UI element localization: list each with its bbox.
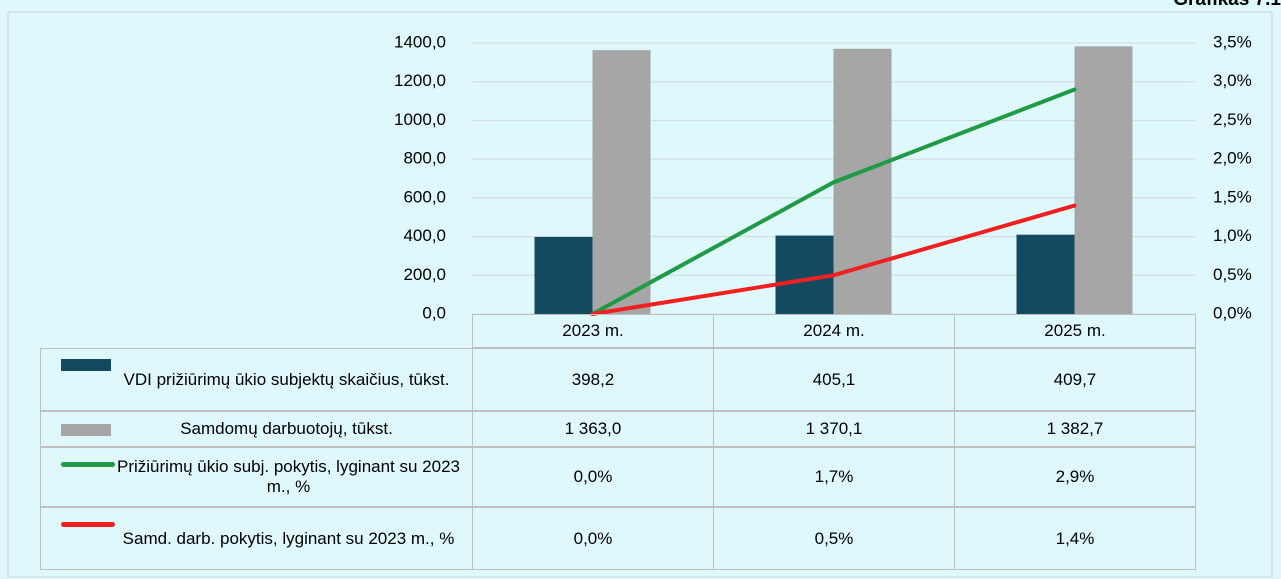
y-tick-label: 200,0 — [403, 265, 446, 284]
y-tick-label: 400,0 — [403, 226, 446, 245]
line — [590, 203, 1077, 316]
line — [590, 87, 1077, 316]
y2-tick-label: 1,0% — [1213, 226, 1252, 245]
legend-key — [61, 522, 115, 527]
table-header-cell: 2023 m. — [472, 314, 714, 348]
y2-tick-label: 0,0% — [1213, 303, 1252, 322]
legend-key — [61, 462, 115, 467]
y2-tick-label: 1,5% — [1213, 187, 1252, 206]
legend-cell: Samdomų darbuotojų, tūkst. — [40, 411, 473, 447]
table-value: 1 363,0 — [472, 411, 714, 447]
table-value: 0,0% — [472, 447, 714, 507]
y-tick-label: 0,0 — [422, 303, 446, 322]
table-header-cell: 2024 m. — [713, 314, 955, 348]
bar — [1074, 46, 1133, 314]
legend-label: VDI prižiūrimų ūkio subjektų skaičius, t… — [123, 369, 450, 389]
annotation: Grafikas 7.1 — [1173, 0, 1281, 10]
y2-tick-label: 0,5% — [1213, 265, 1252, 284]
y-tick-label: 1200,0 — [394, 71, 446, 90]
legend-key — [61, 359, 111, 371]
y2-tick-label: 2,0% — [1213, 149, 1252, 168]
legend-label: Prižiūrimų ūkio subj. pokytis, lyginant … — [117, 457, 460, 496]
table-value: 409,7 — [954, 348, 1196, 411]
bar — [592, 50, 651, 315]
legend-cell: Prižiūrimų ūkio subj. pokytis, lyginant … — [40, 447, 473, 507]
table-value: 0,0% — [472, 507, 714, 570]
y2-tick-label: 2,5% — [1213, 110, 1252, 129]
table-value: 1 370,1 — [713, 411, 955, 447]
table-value: 2,9% — [954, 447, 1196, 507]
table-value: 405,1 — [713, 348, 955, 411]
y2-tick-label: 3,5% — [1213, 32, 1252, 51]
table-value: 1 382,7 — [954, 411, 1196, 447]
y-tick-label: 1400,0 — [394, 32, 446, 51]
y-tick-label: 1000,0 — [394, 110, 446, 129]
legend-cell: VDI prižiūrimų ūkio subjektų skaičius, t… — [40, 348, 473, 411]
chart-border — [7, 11, 1273, 578]
legend-cell: Samd. darb. pokytis, lyginant su 2023 m.… — [40, 507, 473, 570]
y2-tick-label: 3,0% — [1213, 71, 1252, 90]
legend-label: Samd. darb. pokytis, lyginant su 2023 m.… — [122, 528, 455, 548]
table-value: 1,4% — [954, 507, 1196, 570]
table-value: 1,7% — [713, 447, 955, 507]
bar — [775, 235, 834, 314]
y-tick-label: 600,0 — [403, 187, 446, 206]
table-header-cell: 2025 m. — [954, 314, 1196, 348]
legend-label: Samdomų darbuotojų, tūkst. — [180, 419, 393, 438]
bar — [1016, 234, 1075, 314]
bar — [833, 48, 892, 315]
legend-key — [61, 424, 111, 436]
table-value: 398,2 — [472, 348, 714, 411]
y-tick-label: 800,0 — [403, 149, 446, 168]
bar — [534, 236, 593, 314]
table-value: 0,5% — [713, 507, 955, 570]
